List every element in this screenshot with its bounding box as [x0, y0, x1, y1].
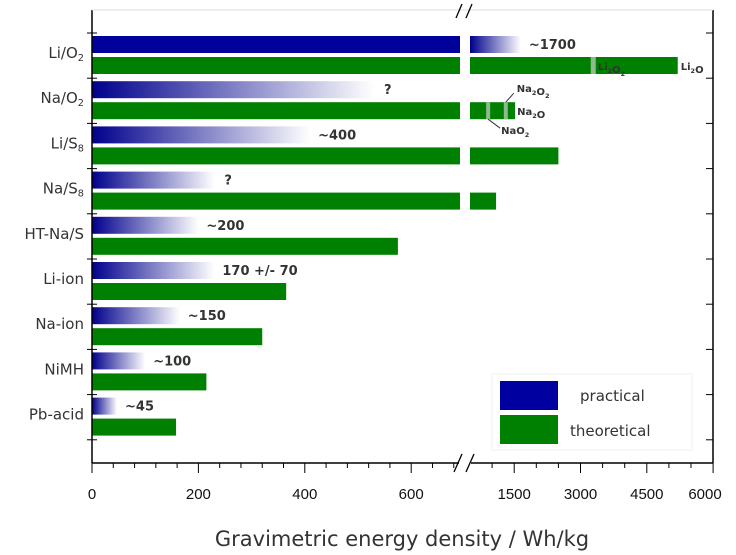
marker-stripe [503, 102, 508, 120]
legend-label-theoretical: theoretical [570, 422, 651, 440]
marker-stripe [486, 102, 491, 120]
bar-theoretical [92, 418, 177, 436]
annotation-label: Na2O2 [517, 84, 550, 100]
x-tick-label: 600 [399, 486, 424, 503]
practical-value-label: ~45 [125, 400, 154, 415]
annotation-label: Na2O [517, 107, 545, 121]
legend-swatch-theoretical [500, 415, 558, 444]
bar-theoretical [92, 237, 398, 255]
bar-theoretical-extension [470, 57, 678, 74]
bar-theoretical [92, 192, 460, 210]
category-label: Li/O2 [48, 44, 84, 64]
bar-practical-extension [470, 36, 521, 53]
bar-practical [92, 171, 215, 189]
bar-theoretical [92, 283, 287, 300]
bar-practical [92, 216, 199, 234]
axis-break-mark-top [465, 3, 473, 19]
bar-practical [92, 352, 146, 370]
annotation-label: Li2O [681, 62, 704, 76]
practical-value-label: 170 +/- 70 [222, 264, 297, 279]
x-tick-label: 4500 [630, 486, 663, 503]
legend-label-practical: practical [580, 387, 645, 405]
practical-value-label: ~100 [153, 354, 191, 369]
practical-value-label: ~150 [188, 309, 226, 324]
practical-value-label: ~200 [206, 219, 244, 234]
bar-practical [92, 126, 311, 144]
x-tick-label: 3000 [564, 486, 597, 503]
category-label: Na/O2 [41, 89, 85, 109]
annotation-leader [505, 92, 515, 103]
category-label: Li/S8 [51, 134, 84, 154]
category-label: Na-ion [35, 315, 84, 333]
legend: practical theoretical [491, 373, 693, 451]
legend-swatch-practical [500, 381, 558, 410]
axis-break-mark [453, 453, 463, 473]
category-label: NiMH [44, 360, 84, 378]
marker-stripe [590, 57, 596, 74]
category-label: HT-Na/S [25, 225, 84, 243]
bar-theoretical [92, 57, 460, 74]
x-tick-label: 6000 [688, 486, 721, 503]
bar-theoretical [92, 328, 263, 346]
annotation-label: Li2O2 [598, 62, 625, 78]
bar-theoretical-extension [470, 147, 559, 165]
bar-practical [92, 307, 180, 325]
bar-theoretical-extension [470, 192, 497, 210]
practical-value-label: ? [224, 174, 232, 189]
x-tick-label: 1500 [498, 486, 531, 503]
bar-theoretical [92, 102, 460, 120]
bar-practical [92, 81, 374, 99]
x-tick-label: 200 [186, 486, 211, 503]
category-label: Li-ion [43, 270, 84, 288]
annotation-label: NaO2 [501, 126, 529, 139]
x-tick-label: 400 [292, 486, 317, 503]
annotation-leader [487, 118, 501, 129]
bar-practical [92, 262, 215, 279]
practical-value-label: ? [384, 83, 392, 98]
axis-break-mark [465, 453, 475, 473]
practical-value-label: ~400 [318, 128, 356, 143]
bar-practical [92, 36, 460, 53]
bar-theoretical [92, 147, 460, 165]
category-label: Pb-acid [29, 406, 84, 424]
axis-break-mark-top [455, 3, 463, 19]
x-axis-label: Gravimetric energy density / Wh/kg [215, 527, 589, 551]
practical-value-label: ~1700 [529, 38, 576, 53]
bar-practical [92, 397, 118, 415]
bar-theoretical-extension [470, 102, 516, 120]
category-label: Na/S8 [43, 180, 84, 200]
x-tick-label: 0 [88, 486, 96, 503]
bar-theoretical [92, 373, 207, 391]
